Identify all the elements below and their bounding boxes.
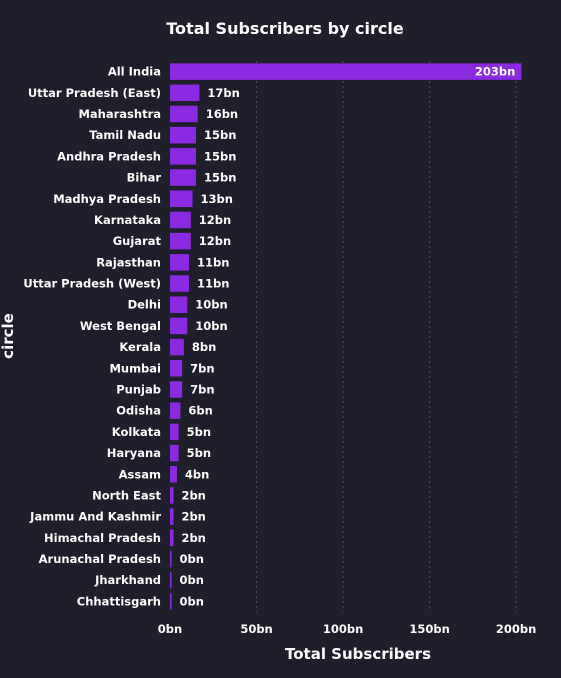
y-axis-title: circle [0, 313, 17, 359]
category-label: Karnataka [94, 213, 161, 227]
bar[interactable] [170, 211, 191, 229]
category-label: Assam [119, 467, 161, 481]
category-label: North East [92, 488, 161, 502]
grid-lines [256, 61, 517, 612]
bar[interactable] [170, 487, 174, 504]
bar[interactable] [170, 381, 183, 398]
value-label: 2bn [181, 488, 205, 502]
value-label: 2bn [181, 531, 205, 545]
value-label: 2bn [181, 510, 205, 524]
bar[interactable] [170, 232, 191, 250]
category-label: Odisha [116, 404, 161, 418]
value-label: 17bn [207, 86, 239, 100]
value-label: 7bn [190, 382, 214, 396]
bar[interactable] [170, 593, 172, 610]
value-label: 10bn [195, 319, 227, 333]
category-label: Mumbai [109, 361, 161, 375]
category-label: Uttar Pradesh (West) [23, 277, 161, 291]
x-tick-label: 50bn [240, 622, 272, 636]
bar[interactable] [170, 254, 190, 271]
value-label: 10bn [195, 298, 227, 312]
bar[interactable] [170, 444, 179, 462]
bar[interactable] [170, 317, 188, 335]
category-label: Kolkata [112, 425, 161, 439]
category-label: Jharkhand [94, 573, 161, 587]
category-label: Maharashtra [78, 107, 161, 121]
bar[interactable] [170, 296, 188, 313]
category-label: Rajasthan [96, 255, 161, 269]
category-label: Bihar [127, 171, 162, 185]
category-label: Chhattisgarh [77, 594, 161, 608]
category-label: Uttar Pradesh (East) [28, 86, 161, 100]
bar[interactable] [170, 508, 174, 525]
value-label: 15bn [204, 128, 236, 142]
value-label: 0bn [180, 552, 204, 566]
value-label: 16bn [206, 107, 238, 121]
value-label: 13bn [201, 192, 233, 206]
x-tick-label: 200bn [496, 622, 536, 636]
value-label: 203bn [475, 65, 515, 79]
value-label: 15bn [204, 149, 236, 163]
category-label: Jammu And Kashmir [29, 510, 161, 524]
category-label: Andhra Pradesh [57, 149, 161, 163]
value-label: 6bn [188, 404, 212, 418]
bar[interactable] [170, 529, 174, 547]
bar[interactable] [170, 423, 179, 441]
x-tick-label: 150bn [409, 622, 449, 636]
bar[interactable] [170, 338, 184, 356]
bar[interactable] [170, 275, 190, 292]
value-labels: 203bn 17bn 16bn 15bn 15bn 15bn 13bn 12bn 12bn 11b… [180, 65, 516, 609]
x-axis-title: Total Subscribers [285, 645, 431, 663]
value-label: 11bn [197, 255, 229, 269]
bar[interactable] [170, 465, 177, 483]
category-label: Arunachal Pradesh [39, 552, 161, 566]
value-label: 7bn [190, 361, 214, 375]
value-label: 5bn [187, 425, 211, 439]
bar[interactable] [170, 360, 183, 377]
category-label: Punjab [116, 382, 161, 396]
value-label: 15bn [204, 171, 236, 185]
category-label: Himachal Pradesh [44, 531, 161, 545]
bar[interactable] [170, 148, 196, 165]
bar[interactable] [170, 105, 198, 123]
value-label: 11bn [197, 277, 229, 291]
category-label: Madhya Pradesh [53, 192, 161, 206]
value-label: 0bn [180, 594, 204, 608]
bar[interactable] [170, 550, 172, 568]
value-label: 8bn [192, 340, 216, 354]
category-label: Tamil Nadu [89, 128, 161, 142]
category-labels: All India Uttar Pradesh (East) Maharashtra… [23, 65, 161, 609]
category-label: Gujarat [113, 234, 162, 248]
value-label: 12bn [199, 213, 231, 227]
category-label: Kerala [119, 340, 161, 354]
x-tick-labels: 0bn 50bn 100bn 150bn 200bn [158, 622, 537, 636]
category-label: Delhi [128, 298, 161, 312]
value-label: 12bn [199, 234, 231, 248]
bar[interactable] [170, 190, 193, 208]
bar[interactable] [170, 402, 181, 419]
bars [170, 63, 522, 610]
bar[interactable] [170, 63, 522, 80]
value-label: 0bn [180, 573, 204, 587]
bar[interactable] [170, 169, 196, 186]
bar[interactable] [170, 126, 196, 144]
x-tick-label: 0bn [158, 622, 182, 636]
bar[interactable] [170, 571, 172, 589]
value-label: 4bn [185, 467, 209, 481]
category-label: Haryana [107, 446, 161, 460]
category-label: West Bengal [80, 319, 161, 333]
value-label: 5bn [187, 446, 211, 460]
category-label: All India [108, 65, 161, 79]
x-tick-label: 100bn [323, 622, 363, 636]
chart-title: Total Subscribers by circle [166, 19, 404, 38]
bar[interactable] [170, 84, 200, 102]
